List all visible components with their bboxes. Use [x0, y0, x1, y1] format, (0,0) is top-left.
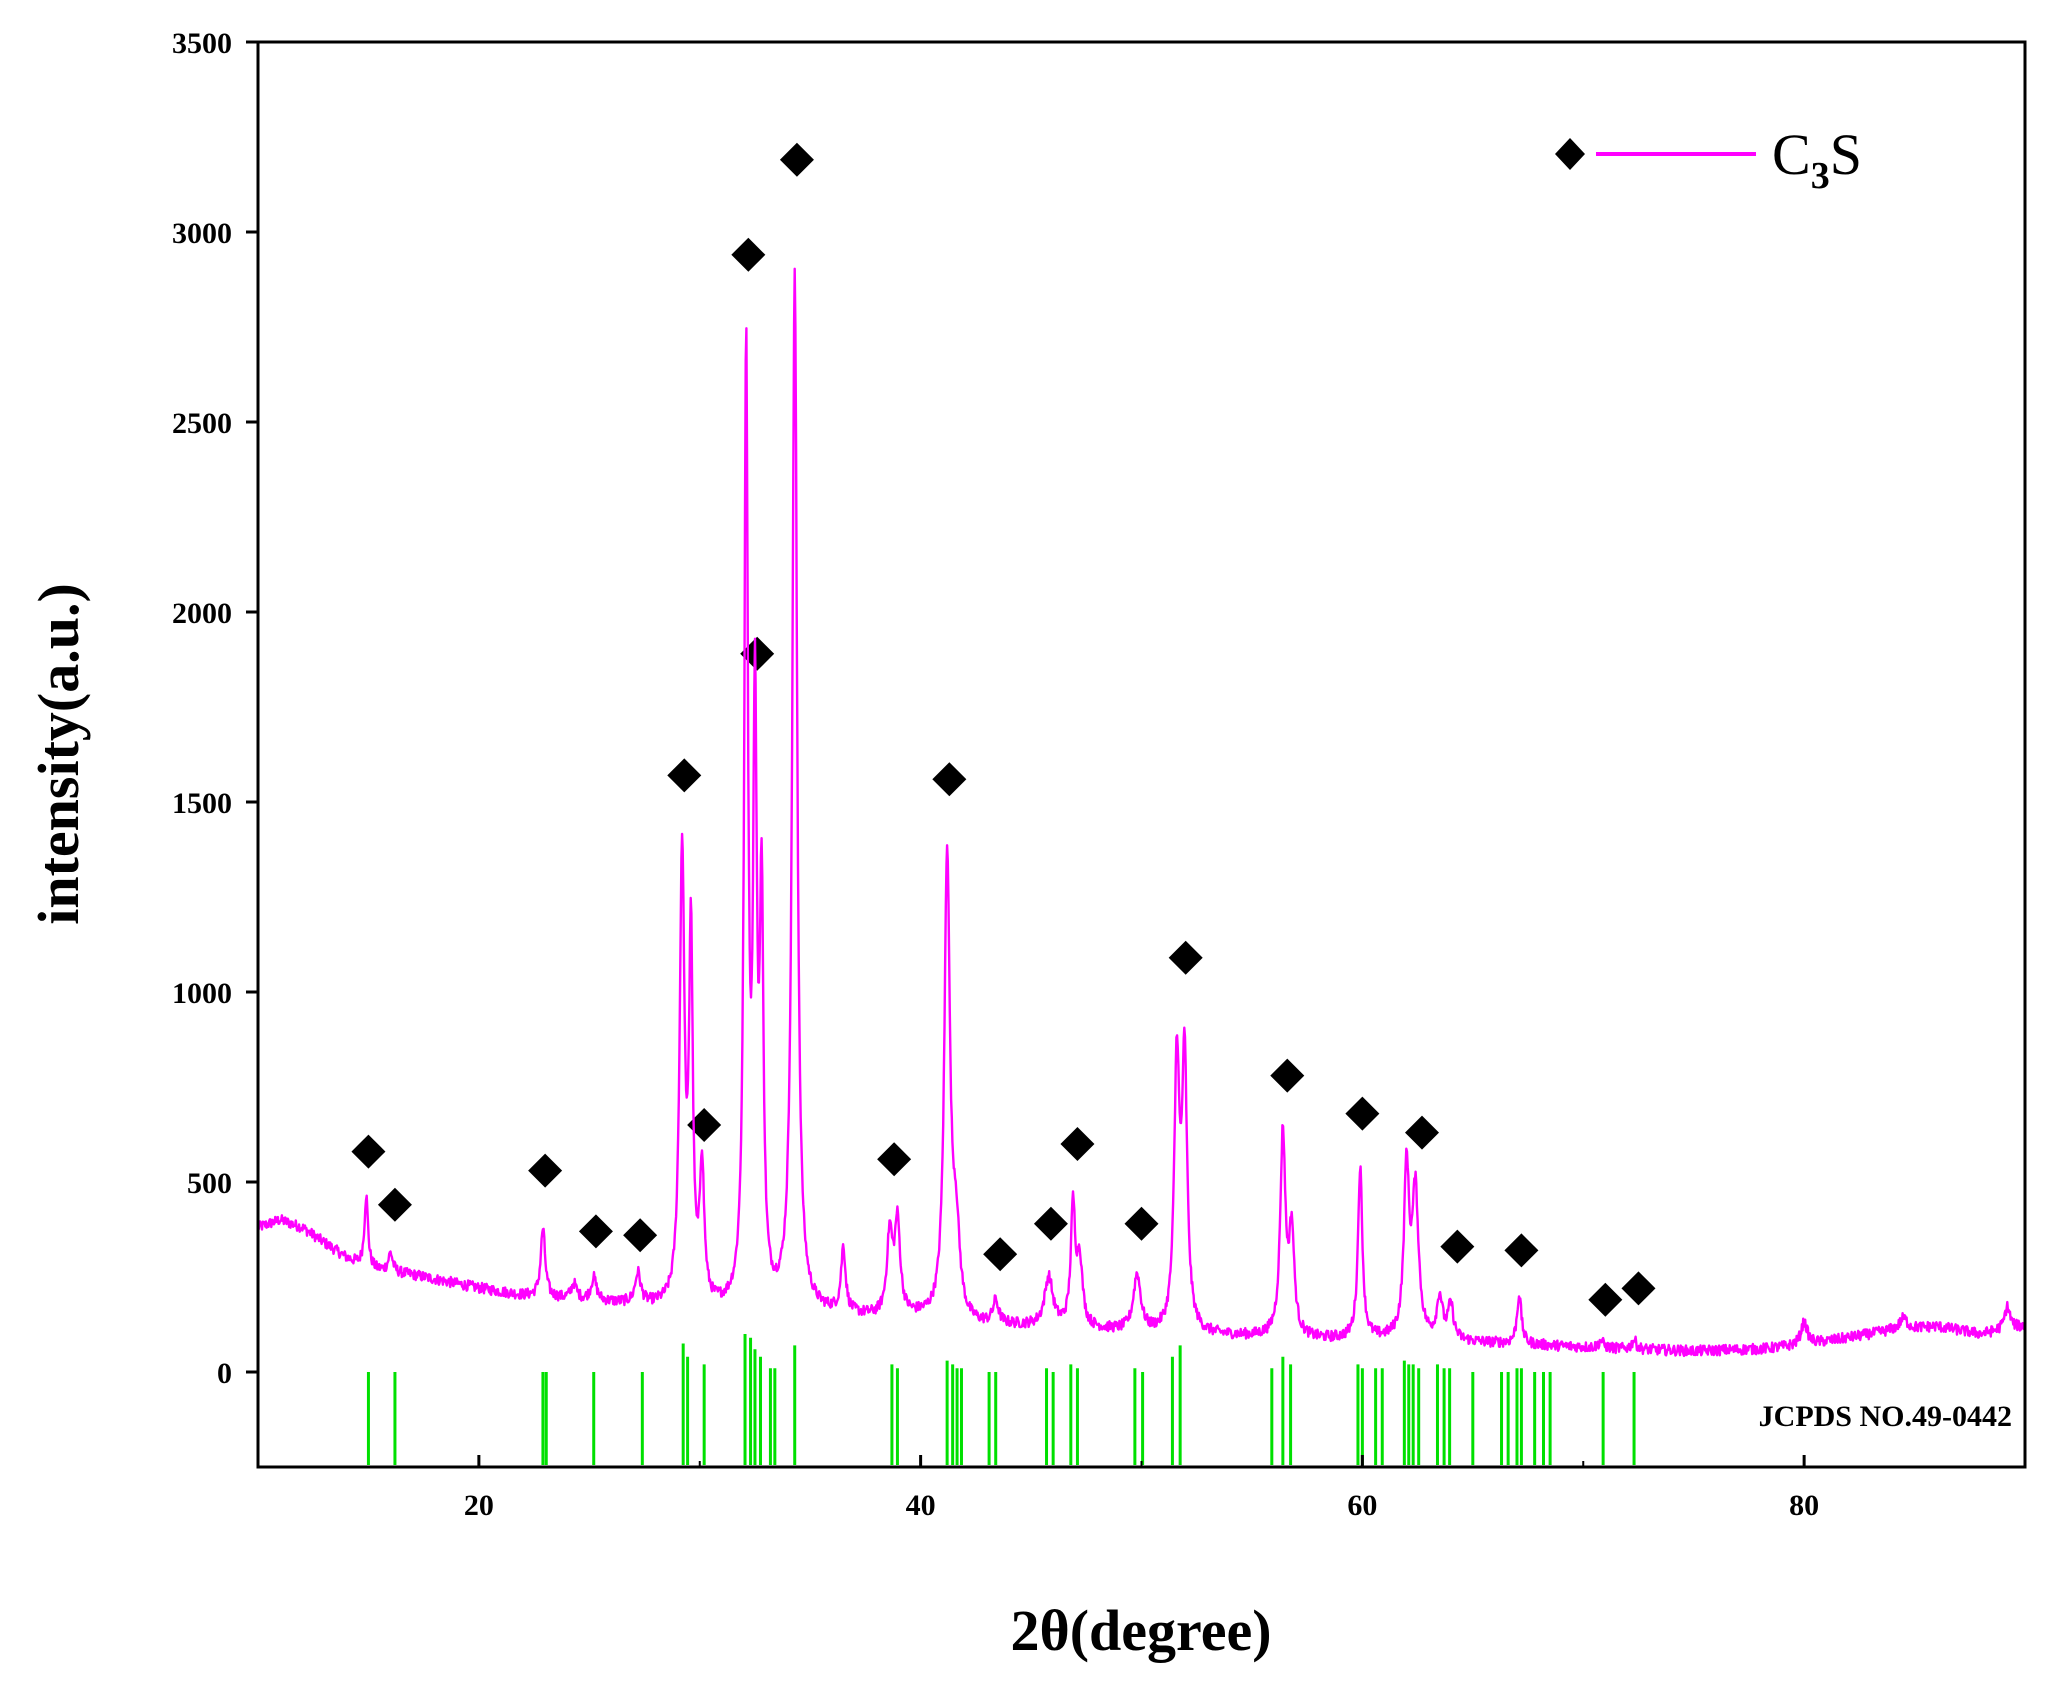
- x-tick-label-60: 60: [1347, 1489, 1377, 1522]
- peak-diamond-marker: [1440, 1229, 1475, 1264]
- legend-label-subscript: 3: [1811, 155, 1830, 197]
- peak-diamond-marker: [623, 1218, 658, 1253]
- x-tick-label-20: 20: [464, 1489, 494, 1522]
- peak-diamond-marker: [1588, 1282, 1623, 1317]
- peak-diamond-marker: [528, 1153, 563, 1188]
- legend-label: C3S: [1772, 122, 1862, 197]
- y-tick-label-3000: 3000: [172, 217, 232, 250]
- peak-diamond-marker: [1060, 1127, 1095, 1161]
- x-axis: 20 40 60 80: [257, 1455, 2026, 1522]
- peak-diamond-marker: [578, 1214, 613, 1249]
- peak-diamond-marker: [377, 1187, 412, 1222]
- peak-diamond-marker: [351, 1134, 386, 1169]
- y-tick-label-1500: 1500: [172, 787, 232, 820]
- peak-diamond-marker: [1405, 1115, 1440, 1150]
- peak-markers: [351, 142, 1656, 1317]
- legend-label-c: C: [1772, 122, 1811, 187]
- peak-diamond-marker: [1033, 1206, 1068, 1241]
- plot-frame: [256, 40, 2027, 1469]
- y-tick-label-3500: 3500: [172, 27, 232, 60]
- peak-diamond-marker: [667, 758, 702, 793]
- peak-diamond-marker: [1621, 1271, 1656, 1306]
- peak-diamond-marker: [932, 762, 967, 797]
- peak-diamond-marker: [687, 1108, 722, 1142]
- xrd-pattern-line: [256, 267, 2026, 1358]
- peak-diamond-marker: [1504, 1233, 1539, 1268]
- y-tick-label-500: 500: [187, 1167, 232, 1200]
- peak-diamond-marker: [779, 142, 814, 177]
- peak-diamond-marker: [731, 237, 766, 272]
- legend-label-s: S: [1830, 122, 1862, 187]
- peak-diamond-marker: [1124, 1206, 1159, 1241]
- x-axis-title: 2θ(degree): [1010, 1598, 1271, 1663]
- y-tick-label-2000: 2000: [172, 597, 232, 630]
- peak-diamond-marker: [877, 1142, 912, 1177]
- pattern-series: [256, 267, 2026, 1358]
- peak-diamond-marker: [1270, 1058, 1305, 1093]
- peak-diamond-marker: [1345, 1096, 1380, 1131]
- legend-diamond-marker: [1555, 138, 1585, 170]
- legend: C3S: [1555, 122, 1862, 197]
- y-tick-label-0: 0: [217, 1357, 232, 1390]
- y-axis-title: intensity(a.u.): [26, 583, 91, 925]
- peak-diamond-marker: [1168, 940, 1203, 975]
- reference-lines: [366, 1334, 1636, 1465]
- reference-card-label: JCPDS NO.49-0442: [1759, 1400, 2012, 1433]
- x-tick-label-80: 80: [1789, 1489, 1819, 1522]
- y-axis: 0 500 1000 1500 2000 2500 3000 3500: [172, 27, 258, 1390]
- y-tick-label-1000: 1000: [172, 977, 232, 1010]
- y-tick-label-2500: 2500: [172, 407, 232, 440]
- x-tick-label-40: 40: [906, 1489, 936, 1522]
- peak-diamond-marker: [983, 1237, 1018, 1272]
